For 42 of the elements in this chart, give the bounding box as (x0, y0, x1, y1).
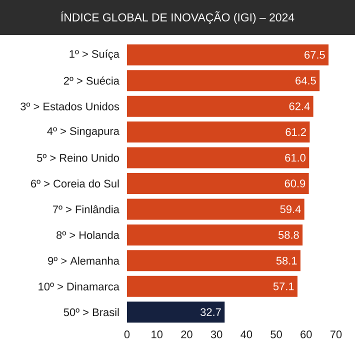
data-label: 67.5 (304, 50, 325, 59)
y-tick-label: 5º > Reino Unido (37, 154, 119, 162)
x-tick-label: 40 (240, 330, 252, 338)
data-label: 64.5 (296, 76, 316, 84)
data-label: 60.9 (284, 180, 306, 188)
data-label: 58.8 (278, 231, 299, 239)
y-tick-label: 1º > Suíça (70, 50, 120, 60)
bar (127, 122, 310, 143)
x-tick-label: 10 (152, 330, 163, 338)
data-label: 57.1 (273, 282, 294, 290)
x-tick-label: 50 (270, 330, 282, 338)
x-tick-label: 30 (210, 330, 222, 338)
data-label: 61.0 (285, 154, 306, 162)
bar (127, 302, 225, 323)
bar (127, 96, 314, 117)
y-tick-label: 8º > Holanda (56, 230, 120, 239)
data-label: 59.4 (280, 205, 301, 214)
bar (127, 44, 329, 66)
bar (127, 250, 300, 272)
y-tick-label: 4º > Singapura (47, 126, 120, 138)
x-tick-label: 0 (124, 330, 130, 338)
y-tick-label: 6º > Coreia do Sul (31, 179, 119, 188)
bar (127, 224, 303, 246)
y-tick-label: 7º > Finlândia (52, 205, 120, 214)
y-tick-label: 2º > Suécia (64, 76, 120, 85)
y-tick-label: 10º > Dinamarca (38, 282, 120, 290)
data-label: 32.7 (200, 308, 221, 316)
data-label: 58.1 (276, 256, 297, 265)
y-tick-label: 3º > Estados Unidos (20, 102, 120, 110)
x-tick-label: 20 (181, 330, 192, 338)
bar (127, 276, 298, 297)
data-label: 61.2 (286, 128, 306, 136)
bar (127, 173, 309, 194)
y-tick-label: 50º > Brasil (64, 308, 119, 316)
y-tick-label: 9º > Alemanha (48, 256, 120, 265)
bar (127, 198, 304, 220)
data-label: 62.4 (289, 102, 310, 110)
x-tick-label: 70 (330, 330, 342, 338)
x-tick-label: 60 (300, 330, 312, 338)
chart-title: ÍNDICE GLOBAL DE INOVAÇÃO (IGI) – 2024 (61, 11, 294, 24)
bar (127, 147, 310, 168)
bar (127, 70, 320, 92)
